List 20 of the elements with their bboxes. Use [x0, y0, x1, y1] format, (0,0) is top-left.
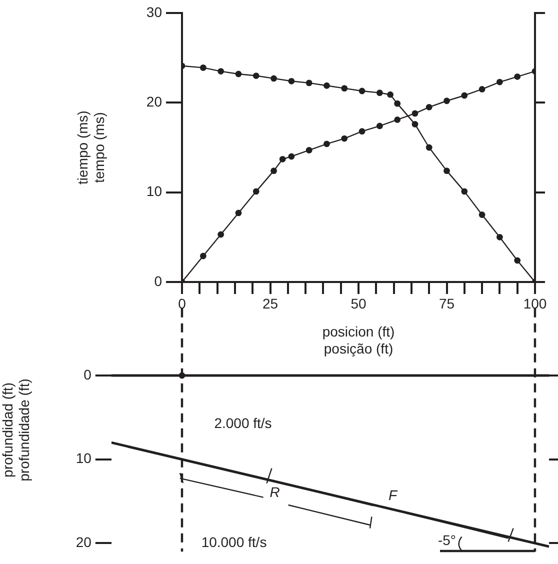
y-tick-label: 20	[76, 534, 92, 550]
annotation: F	[388, 486, 398, 503]
y-axis-title: tiempo (ms) tempo (ms)	[74, 110, 108, 184]
x-tick-label: 50	[350, 295, 366, 312]
x-axis-title: posicion (ft) posição (ft)	[322, 324, 395, 356]
x-tick-label: 0	[178, 295, 186, 312]
x-tick-label: 100	[523, 295, 547, 312]
y-tick-label: 0	[84, 366, 92, 382]
y-tick-label: 0	[154, 272, 162, 289]
x-tick-label: 75	[438, 295, 455, 312]
y-tick-label: 10	[76, 450, 92, 466]
x-tick-label: 25	[262, 295, 278, 312]
annotation: 10.000 ft/s	[201, 534, 267, 550]
y-tick-label: 20	[146, 94, 162, 110]
annotation: R	[270, 484, 280, 500]
y-tick-label: 30	[146, 4, 162, 20]
annotation: -5°	[438, 532, 456, 548]
y-axis-title: profundidad (ft) profundidade (ft)	[0, 378, 32, 482]
y-tick-label: 10	[146, 183, 162, 200]
annotation: 2.000 ft/s	[214, 414, 272, 431]
